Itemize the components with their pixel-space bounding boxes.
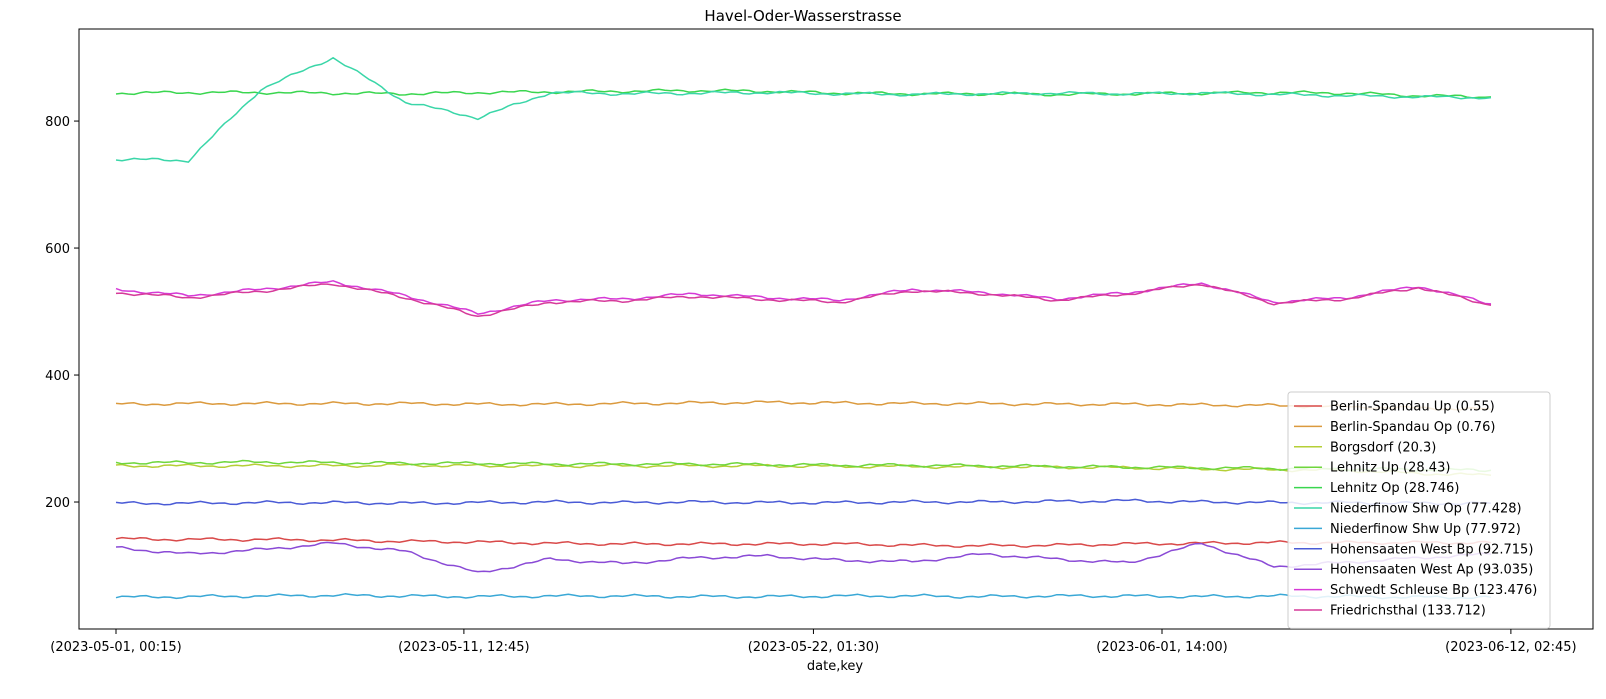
legend-entry: Hohensaaten West Ap (93.035) xyxy=(1330,563,1533,578)
chart-title: Havel-Oder-Wasserstrasse xyxy=(704,7,901,25)
x-tick-label: (2023-06-01, 14:00) xyxy=(1096,640,1227,655)
legend-entry: Friedrichsthal (133.712) xyxy=(1330,604,1486,619)
y-axis: 200 400 600 800 xyxy=(45,115,79,511)
y-tick-label: 200 xyxy=(45,496,70,511)
x-tick-label: (2023-05-22, 01:30) xyxy=(748,640,879,655)
legend-entry: Niederfinow Shw Op (77.428) xyxy=(1330,502,1522,517)
legend-entry: Berlin-Spandau Op (0.76) xyxy=(1330,420,1495,435)
series-line xyxy=(115,283,1492,317)
series-layer xyxy=(115,56,1492,600)
series-line xyxy=(115,459,1492,473)
legend-entry: Borgsdorf (20.3) xyxy=(1330,440,1436,455)
legend-box xyxy=(1287,391,1551,629)
x-tick-label: (2023-05-11, 12:45) xyxy=(398,640,529,655)
y-tick-label: 800 xyxy=(45,115,70,130)
series-line xyxy=(115,498,1492,506)
series-line xyxy=(115,400,1492,411)
series-line xyxy=(115,593,1492,600)
legend: Berlin-Spandau Up (0.55) Berlin-Spandau O… xyxy=(1287,391,1551,629)
legend-entry: Schwedt Schleuse Bp (123.476) xyxy=(1330,583,1537,598)
x-axis-label: date,key xyxy=(807,659,864,674)
x-tick-label: (2023-05-01, 00:15) xyxy=(50,640,181,655)
legend-entry: Hohensaaten West Bp (92.715) xyxy=(1330,542,1533,557)
series-line xyxy=(115,280,1492,315)
x-tick-label: (2023-06-12, 02:45) xyxy=(1445,640,1576,655)
y-tick-label: 600 xyxy=(45,242,70,257)
legend-entry: Berlin-Spandau Up (0.55) xyxy=(1330,400,1495,415)
plot-area xyxy=(78,28,1594,630)
series-line xyxy=(115,541,1492,573)
y-tick-label: 400 xyxy=(45,369,70,384)
series-line xyxy=(115,56,1492,163)
series-line xyxy=(115,536,1492,548)
legend-entry: Niederfinow Shw Up (77.972) xyxy=(1330,522,1521,537)
legend-entry: Lehnitz Op (28.746) xyxy=(1330,481,1459,496)
x-axis: (2023-05-01, 00:15) (2023-05-11, 12:45) (2… xyxy=(50,629,1577,655)
legend-entry: Lehnitz Up (28.43) xyxy=(1330,461,1450,476)
